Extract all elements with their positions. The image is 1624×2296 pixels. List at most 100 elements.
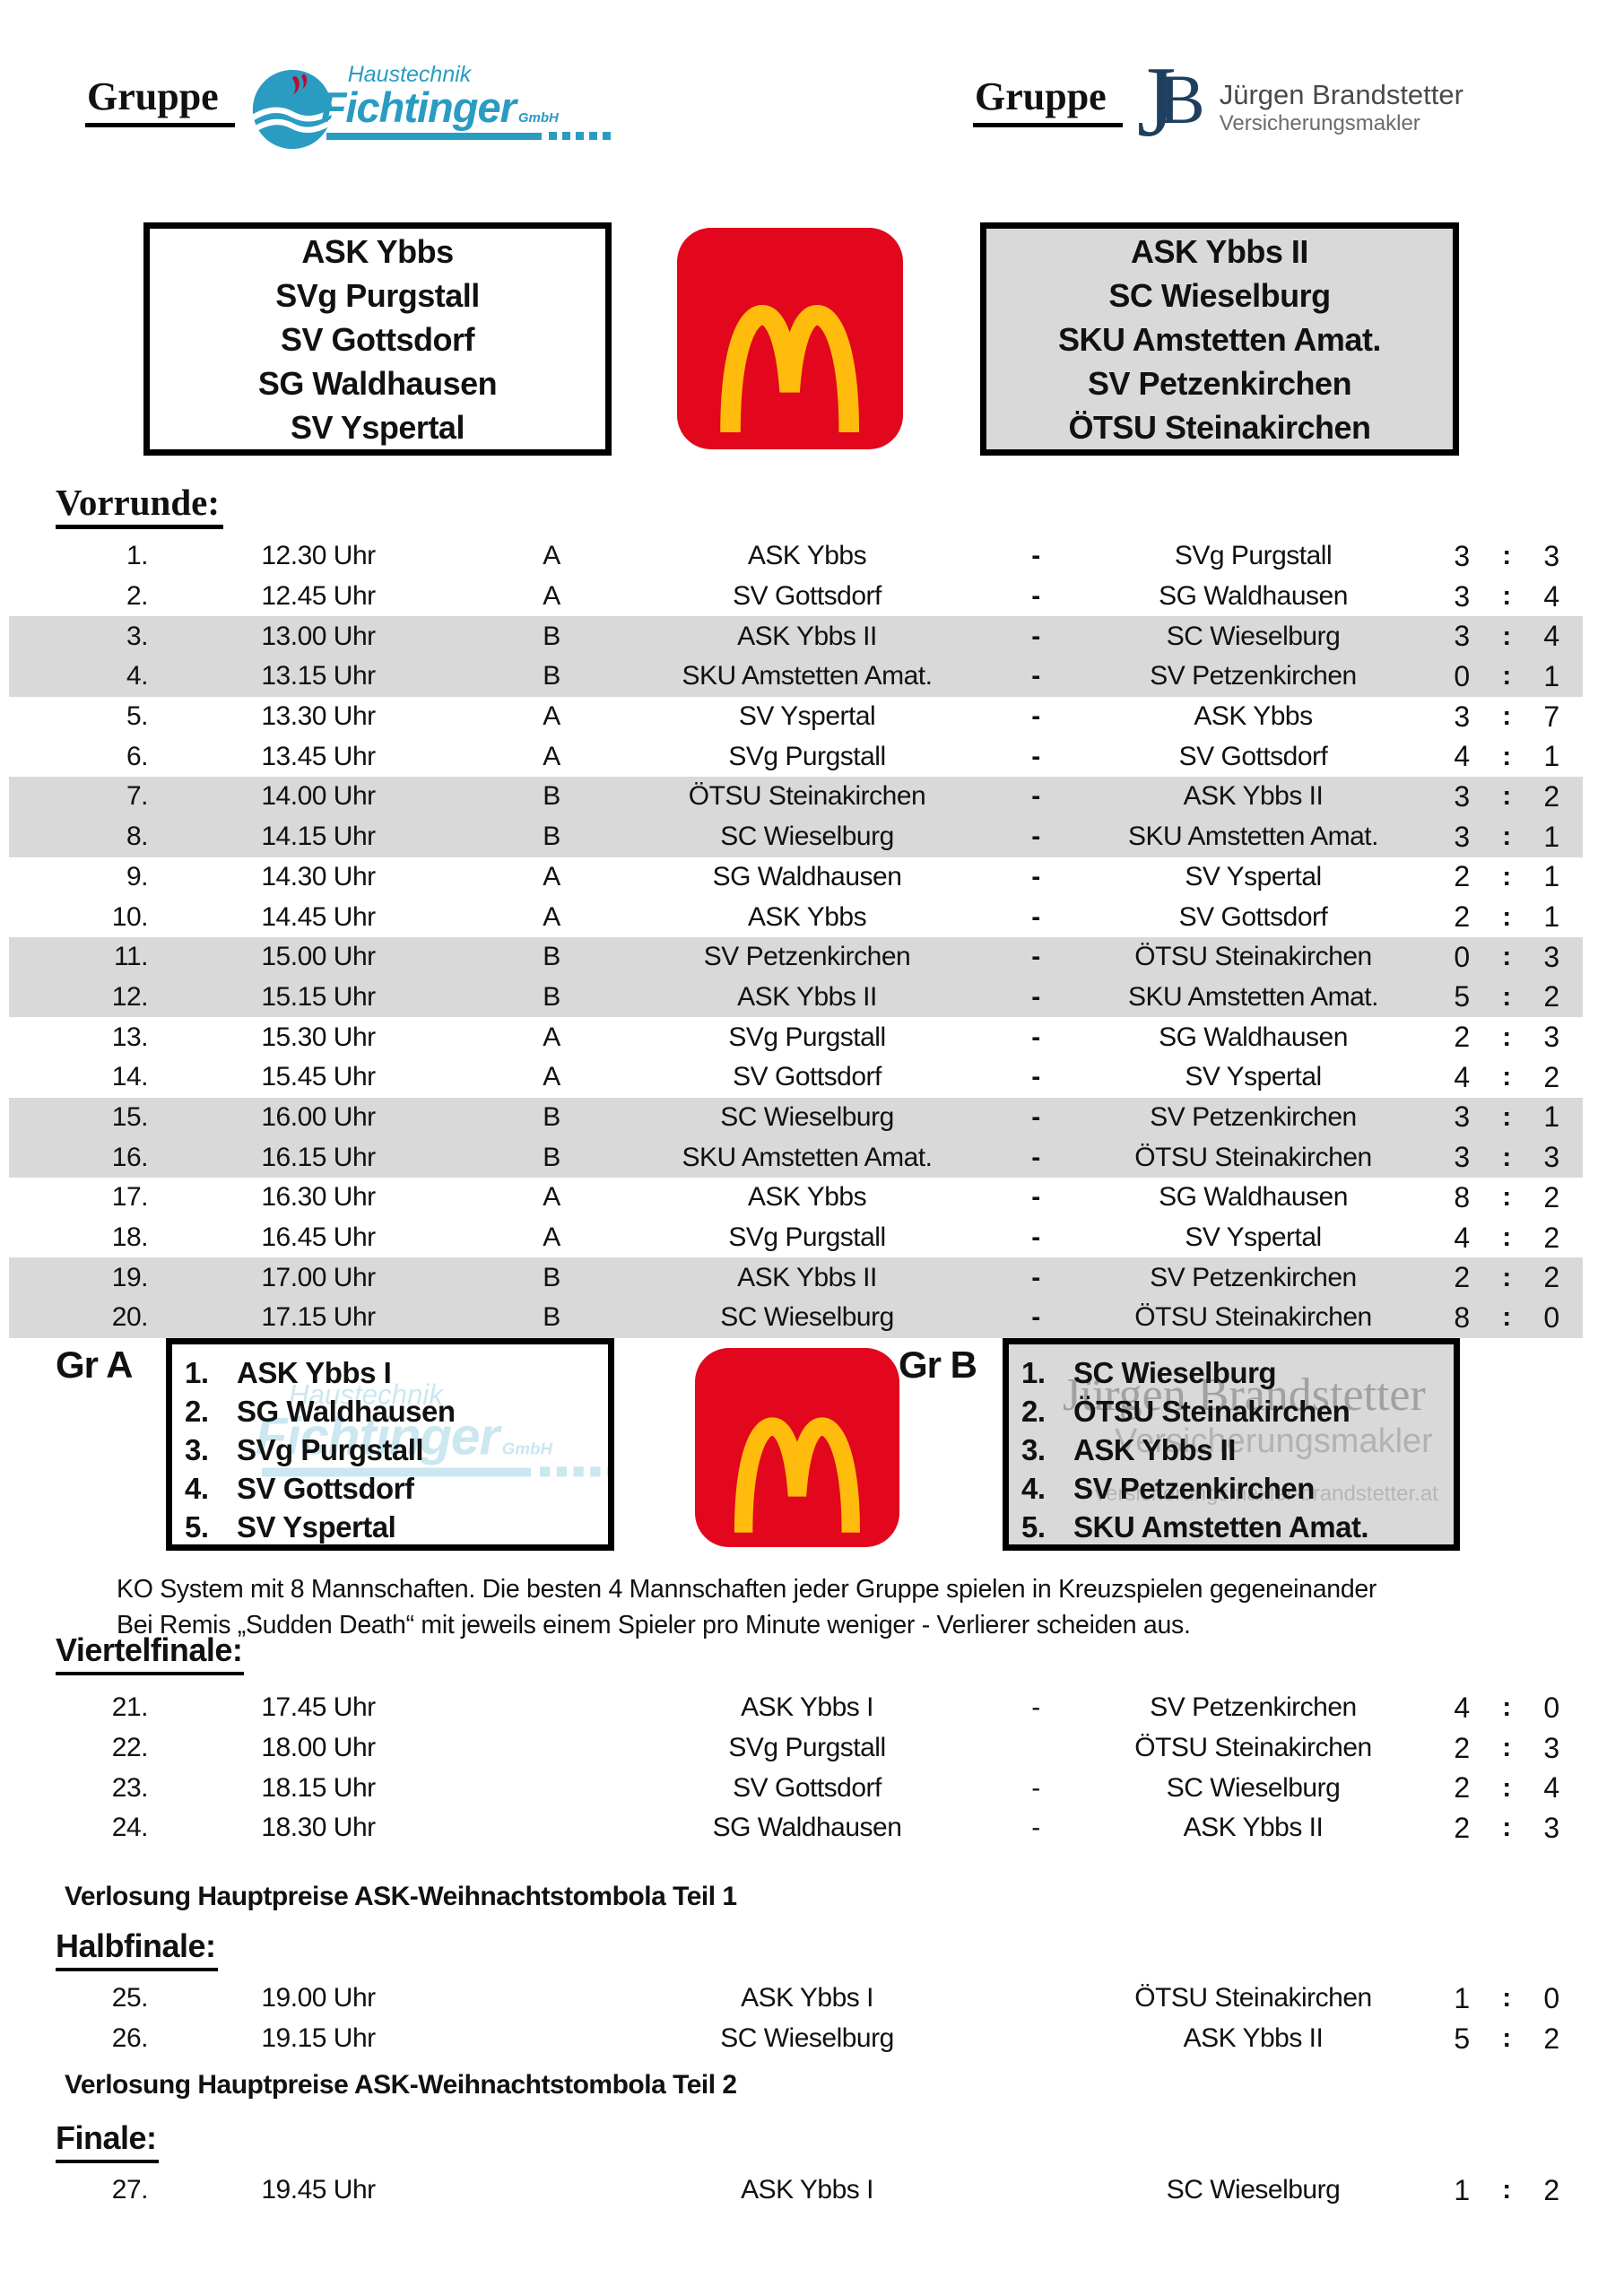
away-score: 1 bbox=[1543, 659, 1559, 692]
away-score: 1 bbox=[1543, 820, 1559, 853]
verlosung-teil2: Verlosung Hauptpreise ASK-Weihnachtstomb… bbox=[65, 2070, 737, 2100]
ko-system-note: KO System mit 8 Mannschaften. Die besten… bbox=[117, 1571, 1376, 1643]
away-score: 2 bbox=[1543, 1180, 1559, 1213]
home-score: 0 bbox=[1454, 659, 1470, 692]
score-colon: : bbox=[1502, 1101, 1511, 1132]
score-colon: : bbox=[1502, 661, 1511, 691]
match-time: 14.45 Uhr bbox=[261, 901, 376, 932]
match-number: 27. bbox=[111, 2175, 149, 2205]
home-team: SC Wieselburg bbox=[720, 2023, 894, 2054]
home-team: ASK Ybbs II bbox=[737, 1262, 877, 1292]
match-time: 19.00 Uhr bbox=[261, 1983, 376, 2013]
away-team: SV Petzenkirchen bbox=[1150, 1101, 1357, 1132]
away-score: 2 bbox=[1543, 1261, 1559, 1294]
away-score: 1 bbox=[1543, 1100, 1559, 1134]
separator-dash: - bbox=[1031, 981, 1040, 1012]
match-row: 9. 14.30 Uhr A SG Waldhausen - SV Yspertal 2: 1 bbox=[9, 857, 1583, 898]
standings-team: ÖTSU Steinakirchen bbox=[1073, 1395, 1350, 1428]
score-colon: : bbox=[1502, 701, 1511, 732]
jb-sponsor-subtitle: Versicherungsmakler bbox=[1219, 111, 1420, 135]
match-row: 21. 17.45 Uhr ASK Ybbs I - SV Petzenkirchen 4… bbox=[9, 1688, 1583, 1728]
separator-dash: - bbox=[1031, 1772, 1040, 1803]
match-row: 7. 14.00 Uhr B ÖTSU Steinakirchen - ASK Ybbs … bbox=[9, 777, 1583, 817]
team-name: SV Yspertal bbox=[291, 408, 465, 446]
home-team: SVg Purgstall bbox=[728, 1022, 886, 1052]
separator-dash: - bbox=[1031, 581, 1040, 612]
match-group: B bbox=[543, 781, 560, 812]
away-team: ÖTSU Steinakirchen bbox=[1134, 1302, 1372, 1333]
away-score: 0 bbox=[1543, 1300, 1559, 1334]
home-team: ASK Ybbs II bbox=[737, 981, 877, 1012]
home-team: ASK Ybbs I bbox=[741, 1983, 873, 2013]
score-colon: : bbox=[1502, 1733, 1511, 1763]
team-name: SV Gottsdorf bbox=[281, 320, 475, 358]
match-time: 18.30 Uhr bbox=[261, 1813, 376, 1843]
match-group: A bbox=[543, 741, 560, 771]
away-team: ASK Ybbs II bbox=[1183, 2023, 1324, 2054]
separator-dash: - bbox=[1031, 1182, 1040, 1213]
team-name: SC Wieselburg bbox=[1108, 276, 1331, 314]
match-number: 2. bbox=[126, 581, 149, 612]
match-number: 23. bbox=[111, 1772, 149, 1803]
separator-dash: - bbox=[1031, 1262, 1040, 1292]
separator-dash: - bbox=[1031, 1022, 1040, 1052]
separator-dash: - bbox=[1031, 942, 1040, 972]
away-score: 2 bbox=[1543, 1060, 1559, 1093]
match-number: 20. bbox=[111, 1302, 149, 1333]
away-score: 3 bbox=[1543, 1811, 1559, 1844]
match-row: 17. 16.30 Uhr A ASK Ybbs - SG Waldhausen 8: 2 bbox=[9, 1178, 1583, 1218]
team-name: ASK Ybbs II bbox=[1131, 232, 1308, 270]
match-group: B bbox=[543, 1101, 560, 1132]
match-group: B bbox=[543, 981, 560, 1012]
home-score: 8 bbox=[1454, 1300, 1470, 1334]
separator-dash: - bbox=[1031, 1692, 1040, 1723]
standings-rank: 4. bbox=[1021, 1472, 1046, 1505]
away-team: SC Wieselburg bbox=[1166, 621, 1341, 651]
away-score: 1 bbox=[1543, 900, 1559, 934]
standings-team: SV Petzenkirchen bbox=[1073, 1472, 1315, 1505]
match-number: 16. bbox=[111, 1142, 149, 1172]
match-row: 25. 19.00 Uhr ASK Ybbs I ÖTSU Steinakirchen… bbox=[9, 1979, 1583, 2019]
group-a-teams-box: ASK Ybbs SVg Purgstall SV Gottsdorf SG Wald… bbox=[143, 222, 612, 456]
match-time: 17.15 Uhr bbox=[261, 1302, 376, 1333]
separator-dash: - bbox=[1031, 621, 1040, 651]
standings-row: 2. SG Waldhausen bbox=[185, 1392, 608, 1431]
standings-rank: 5. bbox=[185, 1510, 209, 1544]
home-team: ÖTSU Steinakirchen bbox=[688, 781, 926, 812]
score-colon: : bbox=[1502, 1022, 1511, 1052]
score-colon: : bbox=[1502, 1983, 1511, 2013]
match-group: B bbox=[543, 661, 560, 691]
standings-rank: 2. bbox=[1021, 1395, 1046, 1428]
away-score: 4 bbox=[1543, 1771, 1559, 1805]
match-number: 26. bbox=[111, 2023, 149, 2054]
match-row: 6. 13.45 Uhr A SVg Purgstall - SV Gottsdorf 4:… bbox=[9, 736, 1583, 777]
home-team: ASK Ybbs bbox=[747, 541, 867, 571]
away-team: ÖTSU Steinakirchen bbox=[1134, 1142, 1372, 1172]
match-number: 1. bbox=[126, 541, 149, 571]
away-score: 2 bbox=[1543, 980, 1559, 1013]
standings-team: SVg Purgstall bbox=[237, 1433, 424, 1466]
match-row: 27. 19.45 Uhr ASK Ybbs I SC Wieselburg 1: 2 bbox=[9, 2170, 1583, 2211]
match-group: B bbox=[543, 1262, 560, 1292]
team-name: ASK Ybbs bbox=[301, 232, 454, 270]
home-team: SV Yspertal bbox=[738, 701, 876, 732]
away-score: 3 bbox=[1543, 539, 1559, 572]
match-row: 16. 16.15 Uhr B SKU Amstetten Amat. - ÖTSU St… bbox=[9, 1137, 1583, 1178]
match-time: 16.30 Uhr bbox=[261, 1182, 376, 1213]
match-time: 18.15 Uhr bbox=[261, 1772, 376, 1803]
match-number: 14. bbox=[111, 1062, 149, 1092]
home-team: SVg Purgstall bbox=[728, 1733, 886, 1763]
home-team: SG Waldhausen bbox=[712, 1813, 902, 1843]
standings-team: SG Waldhausen bbox=[237, 1395, 456, 1428]
home-score: 4 bbox=[1454, 740, 1470, 773]
match-number: 21. bbox=[111, 1692, 149, 1723]
match-time: 14.00 Uhr bbox=[261, 781, 376, 812]
match-row: 3. 13.00 Uhr B ASK Ybbs II - SC Wieselburg 3: 4 bbox=[9, 616, 1583, 657]
away-score: 2 bbox=[1543, 1221, 1559, 1254]
finale-heading: Finale: bbox=[56, 2118, 159, 2163]
away-score: 3 bbox=[1543, 1731, 1559, 1764]
match-time: 13.15 Uhr bbox=[261, 661, 376, 691]
match-number: 4. bbox=[126, 661, 149, 691]
header-right: Gruppe J B Jürgen Brandstetter Versicher… bbox=[973, 52, 1463, 170]
home-team: SKU Amstetten Amat. bbox=[682, 1142, 933, 1172]
